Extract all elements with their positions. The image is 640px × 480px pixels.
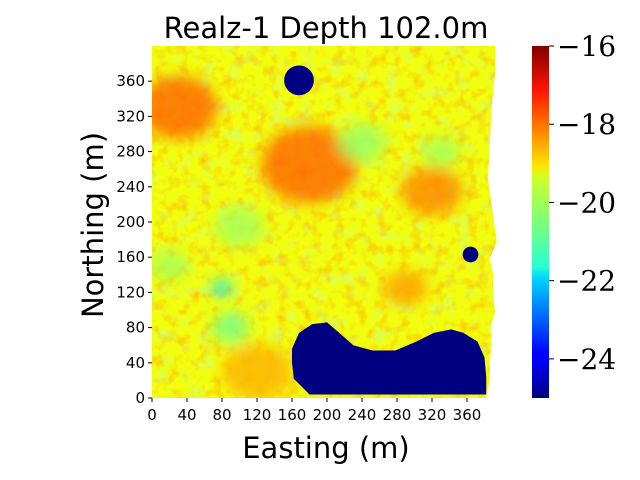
heatmap-anomalies bbox=[152, 76, 463, 398]
cool-patch-6 bbox=[211, 312, 250, 343]
warm-patch-3 bbox=[383, 270, 428, 306]
y-axis-label: Northing (m) bbox=[76, 132, 110, 318]
y-tick-label: 120 bbox=[116, 283, 145, 301]
colorbar-tick-label: −18 bbox=[557, 108, 616, 141]
colorbar-tick-label: −20 bbox=[557, 186, 616, 219]
colorbar-tick-label: −22 bbox=[557, 265, 616, 298]
colorbar-tick-label: −24 bbox=[557, 343, 616, 376]
y-tick-label: 200 bbox=[116, 213, 145, 231]
y-tick-label: 40 bbox=[126, 354, 145, 372]
y-axis-ticks: 0 40 80 120 160 200 240 280 320 360 bbox=[116, 72, 152, 407]
x-tick-label: 280 bbox=[383, 406, 412, 424]
low-value-regions bbox=[284, 65, 487, 395]
x-tick-label: 160 bbox=[278, 406, 307, 424]
y-tick-label: 240 bbox=[116, 178, 145, 196]
warm-patch-1 bbox=[261, 126, 358, 204]
x-tick-label: 200 bbox=[313, 406, 342, 424]
low-region-blob-2 bbox=[292, 322, 487, 395]
colorbar-tick-label: −16 bbox=[557, 30, 616, 63]
x-tick-label: 0 bbox=[147, 406, 157, 424]
x-tick-label: 320 bbox=[418, 406, 447, 424]
y-tick-label: 320 bbox=[116, 107, 145, 125]
cool-patch-5 bbox=[211, 279, 233, 297]
low-region-circle-1 bbox=[462, 246, 479, 263]
warm-patch-2 bbox=[401, 166, 463, 216]
y-tick-label: 160 bbox=[116, 248, 145, 266]
cool-patch-7 bbox=[337, 123, 387, 163]
x-axis-ticks: 0 40 80 120 160 200 240 280 320 360 bbox=[147, 398, 481, 424]
warm-patch-4 bbox=[222, 343, 292, 398]
y-tick-label: 360 bbox=[116, 72, 145, 90]
heatmap-plot bbox=[152, 46, 497, 398]
colorbar bbox=[532, 46, 549, 398]
low-region-circle-0 bbox=[284, 65, 314, 96]
cool-patch-9 bbox=[421, 136, 460, 168]
colorbar-ticks: −16 −18 −20 −22 −24 bbox=[549, 30, 616, 376]
x-axis-label: Easting (m) bbox=[242, 431, 410, 465]
y-tick-label: 280 bbox=[116, 143, 145, 161]
x-tick-label: 120 bbox=[243, 406, 272, 424]
chart-title: Realz-1 Depth 102.0m bbox=[164, 11, 489, 45]
y-tick-label: 80 bbox=[126, 319, 145, 337]
y-tick-label: 0 bbox=[135, 389, 145, 407]
x-tick-label: 360 bbox=[453, 406, 482, 424]
x-tick-label: 80 bbox=[212, 406, 231, 424]
x-tick-label: 240 bbox=[348, 406, 377, 424]
x-tick-label: 40 bbox=[177, 406, 196, 424]
cool-patch-10 bbox=[152, 250, 189, 282]
cool-patch-8 bbox=[215, 206, 264, 246]
warm-patch-0 bbox=[152, 76, 218, 140]
